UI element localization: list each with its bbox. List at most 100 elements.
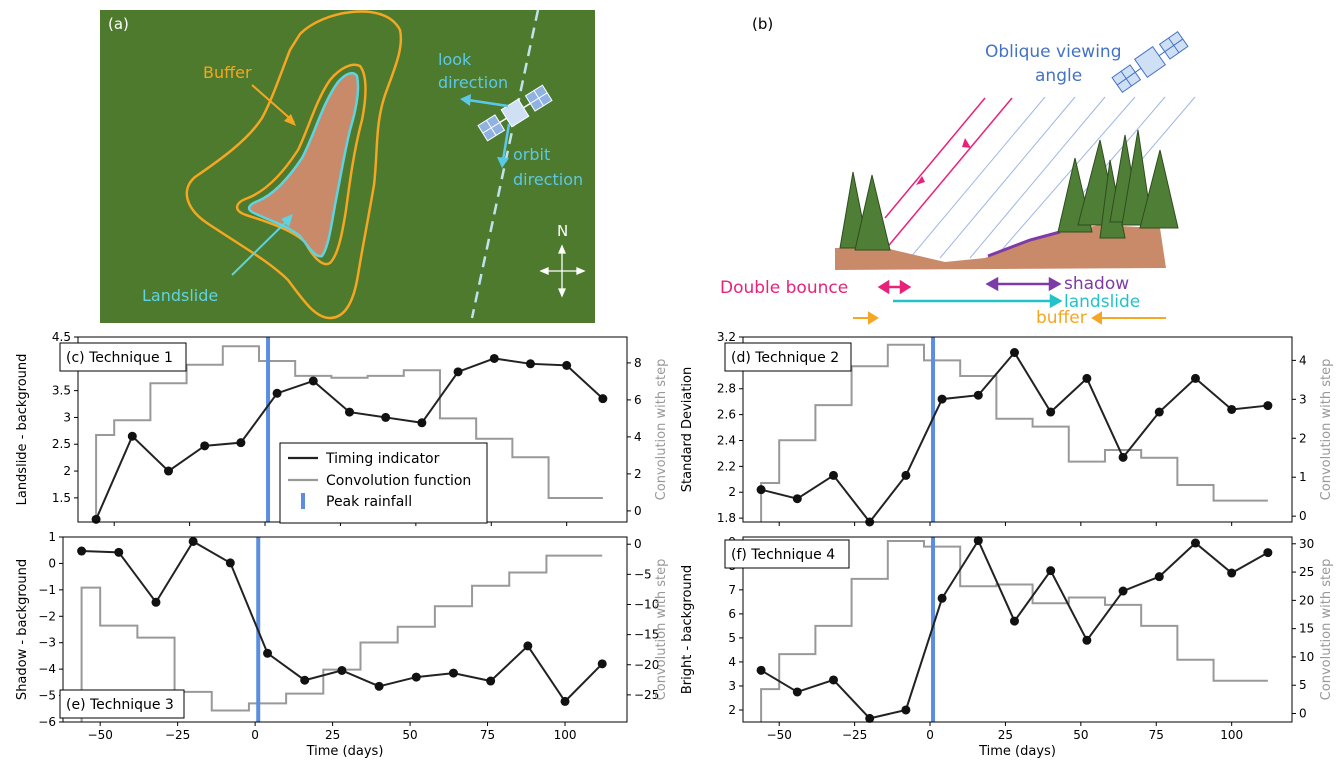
timing-indicator-point (828, 470, 838, 480)
y-tick-label: −2 (38, 609, 56, 623)
timing-indicator-point (308, 376, 318, 386)
timing-indicator-point (263, 648, 273, 658)
timing-indicator-point (1190, 373, 1200, 383)
x-tick-label: −25 (165, 728, 190, 742)
timing-indicator-line (81, 540, 603, 703)
y2-tick-label: −25 (634, 688, 659, 702)
y-tick-label: −3 (38, 636, 56, 650)
look-direction-arrow-head (460, 94, 471, 106)
landslide-extent-arrow (893, 293, 1063, 309)
double-bounce-ray-out (884, 97, 986, 219)
panel-label-box (724, 539, 850, 569)
x-tick-label: 100 (554, 728, 577, 742)
timing-indicator-point (417, 418, 427, 428)
plot-frame (742, 536, 1293, 723)
timing-indicator-point (163, 466, 173, 476)
y-tick-label: 2 (63, 464, 71, 478)
timing-indicator-point (937, 593, 947, 603)
convolution-function-line (760, 343, 1268, 522)
y-tick-label: 2 (728, 485, 736, 499)
y2-tick-label: 2 (634, 467, 642, 481)
timing-indicator-point (523, 641, 533, 651)
x-tick-label: 75 (480, 728, 495, 742)
satellite-icon (477, 84, 553, 142)
y-tick-label: 3.2 (717, 330, 736, 344)
y-tick-label: −5 (38, 689, 56, 703)
timing-indicator-point (937, 394, 947, 404)
panel-label: (c) Technique 1 (66, 350, 173, 366)
look-direction-label-2: direction (438, 73, 508, 92)
x-tick-label: 75 (1149, 728, 1164, 742)
orbit-direction-label-2: direction (513, 170, 583, 189)
x-axis-label: Time (days) (306, 744, 384, 759)
timing-indicator-point (486, 676, 496, 686)
timing-indicator-point (1046, 407, 1056, 417)
panel-b-label: (b) (752, 15, 773, 33)
y-tick-label: 1.8 (717, 511, 736, 525)
timing-indicator-point (114, 547, 124, 557)
timing-indicator-point (792, 494, 802, 504)
y-tick-label: 5 (728, 631, 736, 645)
y2-tick-label: 6 (634, 393, 642, 407)
timing-indicator-point (598, 394, 608, 404)
timing-indicator-point (1009, 616, 1019, 626)
x-tick-label: 50 (402, 728, 417, 742)
y2-axis-label: Convolution with step (654, 359, 669, 501)
y-tick-label: 4.5 (52, 330, 71, 344)
landslide-label: Landslide (142, 286, 218, 305)
y-tick-label: 2.4 (717, 433, 736, 447)
y2-tick-label: 2 (1299, 431, 1307, 445)
chart-panel-e: −6−5−4−3−2−101−25−20−15−10−50−50 −25 0 25 50… (15, 530, 669, 759)
shadow-extent-arrow (985, 276, 1062, 292)
timing-indicator-point (1009, 348, 1019, 358)
x-tick-label: −50 (88, 728, 113, 742)
timing-indicator-point (272, 388, 282, 398)
x-axis-label: Time (days) (978, 744, 1056, 759)
y-tick-label: 3.5 (52, 384, 71, 398)
timing-indicator-point (1227, 568, 1237, 578)
panel-b: (b) Oblique viewing angle (720, 15, 1196, 328)
y2-tick-label: 5 (1299, 678, 1307, 692)
timing-indicator-point (411, 672, 421, 682)
timing-indicator-point (337, 665, 347, 675)
timing-indicator-point (1154, 407, 1164, 417)
y2-axis-label: Convolution with step (1319, 559, 1334, 701)
x-tick-label: 0 (926, 728, 934, 742)
orbit-direction-arrow-head (497, 157, 509, 168)
timing-indicator-point (865, 713, 875, 723)
panel-label-box (724, 342, 852, 372)
timing-indicator-point (300, 675, 310, 685)
y2-tick-label: −15 (634, 628, 659, 642)
timing-indicator-point (1263, 548, 1273, 558)
buffer-right-arrow (1091, 311, 1166, 325)
plot-frame (62, 536, 628, 723)
convolution-function-line (760, 539, 1268, 722)
oblique-label-2: angle (1035, 66, 1082, 86)
y2-tick-label: 20 (1299, 593, 1314, 607)
x-tick-label: 50 (1073, 728, 1088, 742)
y2-tick-label: 0 (1299, 509, 1307, 523)
timing-indicator-point (901, 705, 911, 715)
timing-indicator-point (1263, 401, 1273, 411)
timing-indicator-point (225, 558, 235, 568)
timing-indicator-point (756, 665, 766, 675)
legend-label-peak-rainfall: Peak rainfall (326, 494, 412, 510)
y2-tick-label: 25 (1299, 565, 1314, 579)
x-tick-label: 0 (251, 728, 259, 742)
map-background (100, 10, 595, 323)
shadow-slope (987, 230, 1061, 258)
double-bounce-arrow-in (962, 138, 971, 148)
y-tick-label: −1 (38, 583, 56, 597)
panel-a: (a) Buffer Landslide look direction (100, 9, 595, 323)
chart-panel-f: 23456789051015202530−50−250255075100Brig… (680, 535, 1334, 759)
timing-indicator-point (1190, 538, 1200, 548)
orbit-direction-arrow (501, 123, 511, 161)
timing-indicator-point (489, 353, 499, 363)
trees-right (1057, 129, 1179, 239)
panel-label: (e) Technique 3 (66, 697, 174, 713)
look-direction-arrow (467, 98, 509, 108)
double-bounce-arrow-out (916, 176, 925, 185)
legend: Timing indicator Convolution function Pe… (279, 442, 488, 524)
buffer-left-arrow (853, 311, 879, 325)
